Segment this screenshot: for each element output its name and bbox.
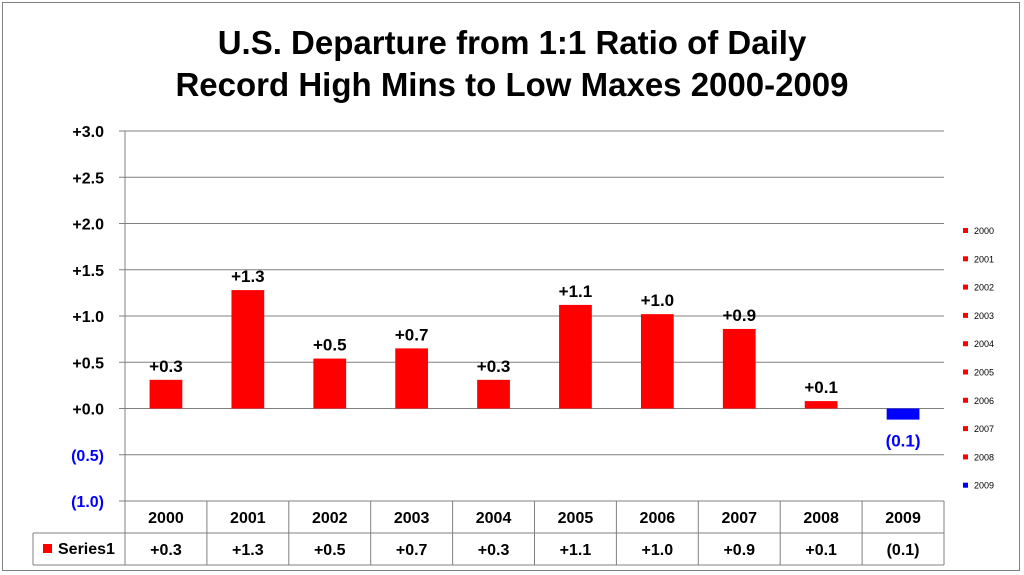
- table-cell-value: +0.7: [396, 542, 428, 559]
- x-tick-label: 2009: [885, 510, 921, 527]
- data-label-2003: +0.7: [395, 325, 429, 344]
- x-tick-label: 2000: [148, 510, 184, 527]
- x-tick-label: 2002: [312, 510, 348, 527]
- bar-2001: [231, 290, 265, 409]
- legend-key-2002: [963, 284, 968, 290]
- legend-key-2009: [963, 482, 968, 488]
- table-cell-value: +1.1: [560, 542, 592, 559]
- legend-label-2006: 2006: [974, 396, 994, 406]
- data-label-2008: +0.1: [804, 378, 838, 397]
- legend-label-2001: 2001: [974, 254, 994, 264]
- bar-2009: [886, 408, 920, 420]
- legend-key-2007: [963, 426, 968, 432]
- legend-key-2003: [963, 312, 968, 318]
- bar-2007: [722, 328, 756, 409]
- data-label-2009: (0.1): [886, 432, 921, 451]
- bar-2006: [640, 314, 674, 409]
- y-tick-label: +3.0: [72, 124, 104, 141]
- data-label-2007: +0.9: [722, 306, 756, 325]
- y-tick-label: +1.5: [72, 263, 104, 280]
- x-tick-label: 2006: [640, 510, 676, 527]
- x-tick-label: 2005: [558, 510, 594, 527]
- y-tick-label: +1.0: [72, 309, 104, 326]
- y-tick-label: +2.0: [72, 217, 104, 234]
- legend-label-2000: 2000: [974, 226, 994, 236]
- legend-label-2007: 2007: [974, 424, 994, 434]
- table-series-key: [43, 544, 52, 553]
- y-tick-label: (0.5): [71, 448, 104, 465]
- legend-label-2002: 2002: [974, 283, 994, 293]
- chart-title: U.S. Departure from 1:1 Ratio of Daily R…: [0, 22, 1024, 106]
- data-label-2001: +1.3: [231, 267, 265, 286]
- table-series-name: Series1: [58, 541, 115, 558]
- legend-key-2001: [963, 256, 968, 262]
- x-tick-label: 2004: [476, 510, 512, 527]
- table-cell-value: (0.1): [887, 542, 920, 559]
- bar-2008: [804, 401, 838, 409]
- x-tick-label: 2003: [394, 510, 430, 527]
- bar-2003: [395, 348, 429, 409]
- bar-2005: [559, 304, 592, 409]
- legend-label-2004: 2004: [974, 339, 994, 349]
- data-label-2005: +1.1: [559, 282, 593, 301]
- bar-2004: [477, 379, 510, 409]
- chart-title-line-2: Record High Mins to Low Maxes 2000-2009: [175, 66, 849, 103]
- legend-key-2000: [963, 228, 968, 233]
- y-tick-label: +0.5: [72, 355, 104, 372]
- x-tick-label: 2001: [230, 510, 266, 527]
- legend-key-2006: [963, 397, 968, 403]
- table-cell-value: +0.9: [723, 542, 755, 559]
- table-cell-value: +1.0: [642, 542, 674, 559]
- legend-label-2008: 2008: [974, 452, 994, 462]
- legend-key-2004: [963, 341, 968, 347]
- table-cell-value: +0.3: [150, 542, 182, 559]
- data-label-2000: +0.3: [149, 357, 183, 376]
- table-cell-value: +0.3: [478, 542, 510, 559]
- legend-label-2003: 2003: [974, 311, 994, 321]
- chart-title-line-1: U.S. Departure from 1:1 Ratio of Daily: [217, 24, 807, 61]
- legend-key-2008: [963, 454, 968, 460]
- x-tick-label: 2007: [721, 510, 757, 527]
- x-tick-label: 2008: [803, 510, 839, 527]
- data-label-2004: +0.3: [477, 357, 511, 376]
- data-label-2006: +1.0: [641, 291, 675, 310]
- bar-2000: [149, 379, 183, 409]
- table-cell-value: +0.1: [805, 542, 837, 559]
- y-tick-label: +2.5: [72, 170, 104, 187]
- data-label-2002: +0.5: [313, 336, 347, 355]
- table-cell-value: +0.5: [314, 542, 346, 559]
- table-cell-value: +1.3: [232, 542, 264, 559]
- legend-label-2009: 2009: [974, 481, 994, 491]
- y-tick-label: (1.0): [71, 494, 104, 511]
- legend-label-2005: 2005: [974, 368, 994, 378]
- legend-key-2005: [963, 369, 968, 375]
- y-tick-label: +0.0: [72, 402, 104, 419]
- bar-2002: [313, 358, 347, 409]
